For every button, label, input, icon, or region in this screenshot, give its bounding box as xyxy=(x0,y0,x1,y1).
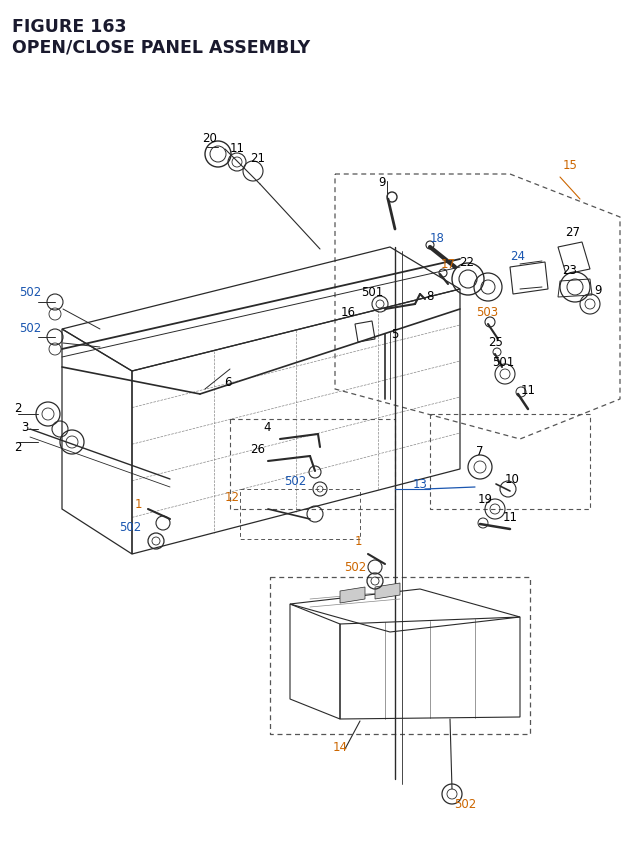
Text: 24: 24 xyxy=(511,249,525,263)
Text: 4: 4 xyxy=(263,421,271,434)
Text: 13: 13 xyxy=(413,478,428,491)
Text: 503: 503 xyxy=(476,307,498,319)
Text: 502: 502 xyxy=(454,797,476,810)
Text: 9: 9 xyxy=(595,283,602,296)
Text: 20: 20 xyxy=(203,132,218,145)
Text: 502: 502 xyxy=(284,475,306,488)
Text: 6: 6 xyxy=(224,376,232,389)
Text: 14: 14 xyxy=(333,740,348,753)
Text: 1: 1 xyxy=(134,498,141,511)
Text: 26: 26 xyxy=(250,443,266,456)
Text: 25: 25 xyxy=(488,335,504,348)
Text: 502: 502 xyxy=(19,321,41,334)
Text: 2: 2 xyxy=(14,401,22,414)
Text: 1: 1 xyxy=(355,535,362,548)
Text: FIGURE 163: FIGURE 163 xyxy=(12,18,127,36)
Text: 502: 502 xyxy=(119,521,141,534)
Text: 501: 501 xyxy=(361,286,383,299)
Text: OPEN/CLOSE PANEL ASSEMBLY: OPEN/CLOSE PANEL ASSEMBLY xyxy=(12,38,310,56)
Text: 9: 9 xyxy=(378,176,386,189)
Text: 23: 23 xyxy=(563,263,577,276)
Text: 22: 22 xyxy=(460,255,474,268)
Text: 27: 27 xyxy=(566,226,580,238)
Text: 21: 21 xyxy=(250,152,266,164)
Text: 16: 16 xyxy=(340,305,355,318)
Text: 11: 11 xyxy=(502,511,518,523)
Text: 17: 17 xyxy=(440,257,456,270)
Polygon shape xyxy=(375,583,400,599)
Text: 5: 5 xyxy=(391,328,399,341)
Polygon shape xyxy=(340,587,365,604)
Text: 11: 11 xyxy=(230,141,244,154)
Text: 15: 15 xyxy=(563,158,577,171)
Text: 502: 502 xyxy=(19,285,41,298)
Text: 502: 502 xyxy=(344,561,366,573)
Text: 2: 2 xyxy=(14,441,22,454)
Text: 11: 11 xyxy=(520,383,536,396)
Text: 19: 19 xyxy=(477,493,493,506)
Text: 18: 18 xyxy=(429,232,444,245)
Text: 12: 12 xyxy=(225,491,239,504)
Text: 7: 7 xyxy=(476,445,484,458)
Text: 3: 3 xyxy=(21,421,29,434)
Text: 501: 501 xyxy=(492,355,514,368)
Text: 10: 10 xyxy=(504,473,520,486)
Text: 8: 8 xyxy=(426,289,434,302)
